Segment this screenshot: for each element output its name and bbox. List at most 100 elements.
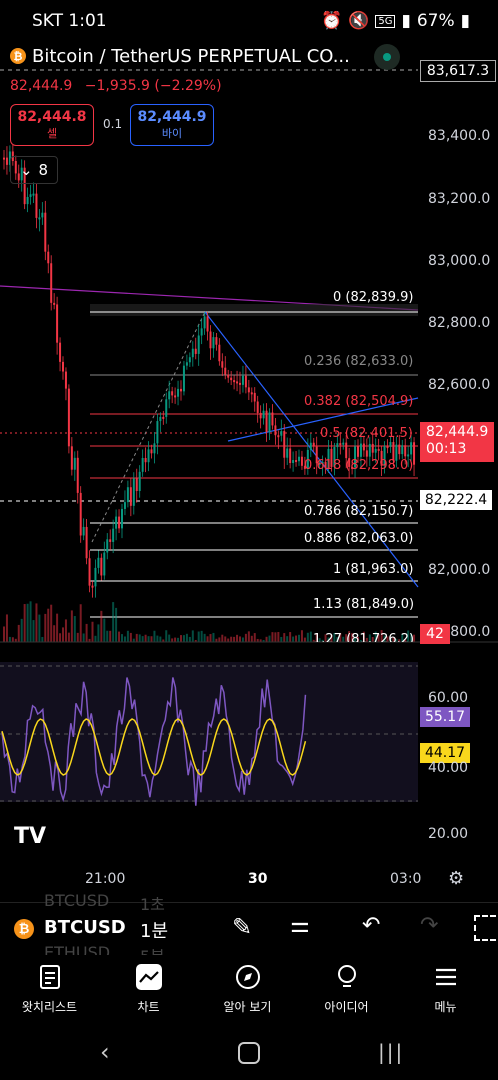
battery-icon: ▮ [460, 11, 470, 31]
volume-bar [56, 613, 59, 642]
axis-label: 83,000.0 [428, 253, 491, 269]
symbol-title[interactable]: Bitcoin / TetherUS PERPETUAL CO... [32, 45, 350, 67]
candle-body [404, 445, 407, 457]
ghost-symbol: BTCUSD [44, 891, 110, 910]
alert-badge[interactable]: 42 [420, 624, 450, 644]
pencil-icon[interactable]: ✎ [232, 913, 253, 941]
volume-bar [321, 639, 324, 642]
candle-body [286, 448, 289, 458]
chart-area[interactable] [0, 42, 498, 902]
symbol-selector[interactable]: BTCUSD [44, 917, 126, 938]
volume-bar [401, 634, 404, 642]
volume-bar [38, 614, 41, 642]
volume-bar [203, 633, 206, 642]
candle-body [3, 157, 5, 160]
volume-bar [348, 631, 351, 642]
candle-body [159, 416, 162, 422]
candle-body [79, 492, 82, 536]
settings-gear-icon[interactable]: ⚙ [448, 868, 465, 889]
battery-percent: 67% [416, 11, 455, 31]
volume-bar [29, 601, 32, 642]
home-icon[interactable] [238, 1042, 260, 1064]
volume-bar [153, 630, 156, 642]
volume-bar [309, 631, 312, 642]
volume-bar [247, 631, 250, 642]
volume-bar [73, 616, 76, 642]
candle-body [44, 212, 47, 252]
candle-body [147, 449, 150, 463]
redo-icon[interactable]: ↷ [420, 913, 439, 938]
candle-body [62, 361, 64, 372]
ghost-interval: 1초 [140, 895, 165, 914]
volume-bar [44, 613, 47, 642]
candle-body [32, 193, 35, 196]
price-chart-canvas[interactable] [0, 42, 498, 902]
volume-bar [206, 636, 209, 642]
candle-body [56, 304, 59, 343]
candle-body [209, 331, 212, 349]
volume-bar [354, 636, 357, 642]
rsi-line [1, 677, 307, 806]
rsi-axis-label: 40.00 [428, 760, 469, 776]
sliders-icon[interactable]: ⚌ [290, 913, 310, 938]
status-bar: SKT 1:01 ⏰ 🔇 5G ▮ 67% ▮ [0, 0, 498, 42]
volume-bar [177, 637, 180, 642]
candle-body [70, 446, 73, 470]
volume-bar [289, 632, 292, 642]
volume-bar [268, 635, 271, 642]
volume-bar [115, 607, 118, 642]
system-navigation: ‹ ||| [0, 1026, 498, 1080]
fullscreen-icon[interactable] [474, 915, 496, 941]
volume-bar [50, 604, 53, 642]
nav-chart[interactable]: 차트 [99, 964, 198, 1015]
volume-bar [333, 632, 336, 642]
nav-menu[interactable]: 메뉴 [396, 964, 495, 1015]
chart-icon [135, 964, 162, 990]
volume-bar [359, 639, 362, 642]
volume-bar [112, 602, 115, 642]
fib-diagonal [91, 311, 206, 543]
sell-button[interactable]: 82,444.8 셀 [10, 104, 94, 146]
nav-explore[interactable]: 알아 보기 [198, 964, 297, 1015]
volume-bar [413, 634, 416, 642]
candle-body [342, 442, 345, 445]
candle-body [277, 435, 280, 438]
candle-body [47, 251, 50, 264]
candle-body [91, 585, 94, 588]
volume-bar [191, 630, 194, 642]
fib-label: 0.236 (82,633.0) [304, 354, 414, 369]
volume-bar [185, 633, 188, 642]
candle-body [218, 344, 221, 362]
buy-button[interactable]: 82,444.9 바이 [130, 104, 214, 146]
candle-body [289, 448, 292, 464]
recents-icon[interactable]: ||| [378, 1040, 405, 1064]
nav-ideas[interactable]: 아이디어 [297, 964, 396, 1015]
candle-body [150, 449, 153, 454]
volume-bar [227, 638, 230, 642]
volume-bar [306, 632, 309, 642]
market-status-icon[interactable] [374, 44, 400, 70]
candle-body [221, 361, 224, 368]
candle-body [100, 557, 103, 576]
candle-body [318, 462, 321, 465]
candle-body [377, 448, 380, 451]
volume-bar [41, 636, 44, 642]
volume-bar [79, 604, 82, 642]
back-icon[interactable]: ‹ [100, 1038, 110, 1066]
interval-selector[interactable]: 1분 [140, 921, 169, 942]
candle-body [333, 447, 336, 467]
watchlist-icon [37, 964, 63, 990]
volume-bar [188, 636, 191, 642]
candle-body [312, 442, 315, 447]
rsi-value-tag: 55.17 [420, 707, 470, 727]
symbol-title-row[interactable]: ₿ Bitcoin / TetherUS PERPETUAL CO... [10, 44, 350, 68]
blue-trendline-up [227, 397, 419, 442]
candle-body [85, 526, 88, 559]
indicators-collapse-button[interactable]: ⌄ 8 [10, 156, 58, 184]
nav-watchlist[interactable]: 왓치리스트 [0, 964, 99, 1015]
volume-bar [292, 636, 295, 642]
candle-body [410, 442, 413, 455]
undo-icon[interactable]: ↶ [362, 913, 381, 938]
candle-body [203, 316, 206, 329]
volume-bar [212, 632, 215, 642]
